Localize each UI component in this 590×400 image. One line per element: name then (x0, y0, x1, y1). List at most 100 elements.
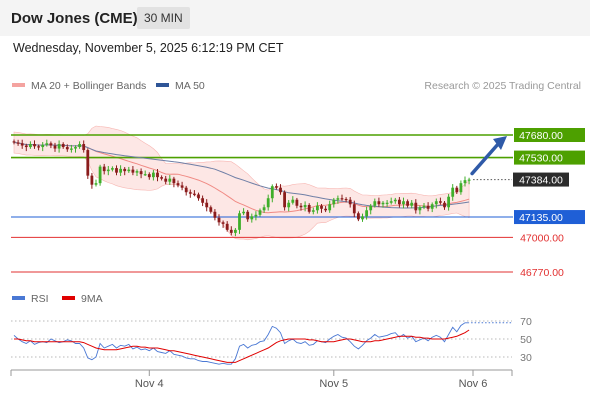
legend-label-rsi: RSI (31, 293, 49, 305)
candle-body (135, 171, 139, 173)
candle-body (398, 199, 401, 205)
candle-body (78, 144, 81, 148)
rsi-tick-label-70: 70 (520, 316, 532, 328)
candle-body (467, 179, 471, 181)
candle-body (295, 199, 299, 206)
rsi-tick-label-50: 50 (520, 334, 532, 346)
candle-body (86, 150, 90, 176)
candle-body (389, 201, 393, 203)
candle-body (65, 147, 69, 150)
candle-body (250, 216, 254, 220)
date-text: Wednesday, November 5, 2025 6:12:19 PM C… (13, 41, 284, 55)
candle-body (225, 223, 229, 230)
candle-body (74, 147, 77, 149)
research-credit: Research © 2025 Trading Central (424, 80, 581, 92)
candle-body (217, 217, 221, 223)
legend-swatch-ma50 (156, 83, 169, 88)
candle-body (197, 194, 200, 199)
candle-body (82, 144, 86, 151)
candle-body (365, 210, 368, 217)
candle-body (193, 193, 196, 195)
header-bar: Dow Jones (CME) 30 MIN (0, 0, 590, 36)
last-price-label: 47384.00 (519, 175, 563, 187)
candle-body (37, 146, 40, 148)
level-label-47135.00: 47135.00 (519, 212, 563, 224)
legend-swatch-9ma (62, 296, 75, 301)
candle-body (287, 202, 291, 208)
candle-body (201, 198, 204, 203)
level-label-47000.00: 47000.00 (520, 232, 564, 244)
candle-body (332, 199, 336, 205)
candle-body (188, 192, 192, 194)
candle-body (29, 144, 32, 148)
candle-body (291, 199, 295, 203)
last-price-label-bg (513, 172, 569, 187)
candle-body (119, 168, 122, 173)
candle-body (451, 187, 455, 197)
candle-body (344, 198, 348, 201)
forecast-arrow-shaft (470, 141, 501, 176)
candle-body (430, 204, 434, 209)
candle-body (147, 174, 151, 178)
candle-body (324, 208, 327, 211)
candle-body (262, 207, 266, 211)
candle-body (414, 202, 418, 211)
bollinger-band (13, 125, 470, 241)
legend-label-9ma: 9MA (81, 293, 103, 305)
candle-body (12, 141, 16, 143)
candle-body (143, 174, 147, 176)
candle-body (426, 205, 430, 209)
candle-body (283, 192, 286, 208)
candle-body (311, 210, 315, 212)
candle-body (106, 169, 110, 172)
legend-label-ma-bollinger: MA 20 + Bollinger Bands (31, 80, 147, 92)
candle-body (123, 168, 127, 172)
candle-body (303, 205, 307, 208)
timeframe-button[interactable]: 30 MIN (137, 7, 190, 29)
level-label-bg-47680.00 (514, 128, 585, 142)
candle-body (213, 211, 217, 218)
candle-body (160, 177, 163, 179)
rsi-tick-label-30: 30 (520, 352, 532, 364)
candle-body (402, 201, 405, 205)
x-axis-label-Nov 6: Nov 6 (459, 378, 488, 390)
candle-body (152, 172, 155, 178)
legend-label-ma50: MA 50 (175, 80, 205, 92)
candle-body (373, 201, 377, 206)
candle-body (94, 183, 98, 185)
level-label-bg-47530.00 (514, 150, 585, 165)
candle-body (168, 178, 172, 182)
candle-body (459, 183, 463, 193)
candle-body (439, 201, 442, 203)
candle-body (98, 166, 102, 184)
candle-body (377, 201, 381, 205)
candle-body (238, 213, 241, 230)
candle-body (90, 175, 94, 185)
candle-body (307, 205, 311, 212)
candle-body (172, 178, 176, 184)
candle-body (328, 204, 332, 211)
candle-body (275, 186, 278, 188)
candle-body (221, 222, 225, 224)
candle-body (229, 229, 233, 233)
candle-body (111, 168, 114, 170)
level-label-bg-47135.00 (514, 210, 585, 225)
candle-body (127, 169, 131, 172)
candle-body (164, 178, 168, 182)
ma50-line (13, 142, 470, 209)
candle-body (270, 186, 274, 199)
candle-body (316, 205, 319, 211)
legend-ma-bollinger: MA 20 + Bollinger Bands (12, 80, 146, 92)
candle-body (24, 145, 28, 148)
candle-body (340, 198, 344, 200)
candle-body (385, 202, 389, 204)
candle-body (279, 187, 282, 193)
candle-body (410, 202, 414, 206)
legend-ma50: MA 50 (156, 80, 205, 92)
forecast-arrow-head (493, 136, 507, 150)
candle-body (41, 144, 45, 148)
candle-body (209, 207, 213, 212)
candle-body (139, 171, 143, 175)
candle-body (447, 196, 450, 208)
candle-body (156, 172, 159, 178)
